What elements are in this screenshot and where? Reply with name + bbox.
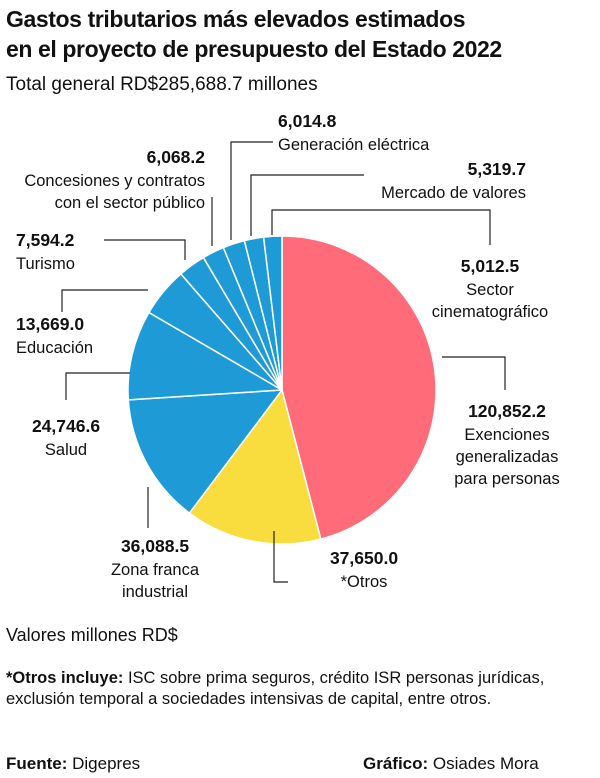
footnote: *Otros incluye: ISC sobre prima seguros,…: [6, 668, 586, 710]
slice-category-label: industrial: [122, 583, 188, 601]
slice-value-label: 7,594.2: [16, 230, 75, 250]
slice-category-label: con el sector público: [55, 194, 205, 212]
chart-title-line-1: Gastos tributarios más elevados estimado…: [6, 6, 466, 32]
chart-title-line-2: en el proyecto de presupuesto del Estado…: [6, 36, 502, 62]
graphic-credit: Gráfico: Osiades Mora: [363, 754, 539, 774]
pie-chart: 120,852.2 Exenciones generalizadas para per…: [16, 111, 560, 601]
pie-slice: [127, 389, 283, 514]
slice-category-label: *Otros: [341, 573, 388, 591]
slice-value-label: 120,852.2: [468, 401, 546, 421]
slice-category-label: Exenciones: [464, 426, 549, 444]
slice-category-label: Salud: [45, 441, 87, 459]
slice-category-label: Generación eléctrica: [278, 136, 430, 154]
slice-value-label: 24,746.6: [32, 416, 100, 436]
credit-label: Gráfico:: [363, 754, 429, 773]
slice-category-label: cinematográfico: [432, 303, 548, 321]
slice-value-label: 37,650.0: [330, 548, 398, 568]
slice-category-label: generalizadas: [456, 448, 559, 466]
slice-value-label: 6,014.8: [278, 111, 337, 131]
leader-line: [230, 141, 273, 240]
slice-value-label: 5,012.5: [461, 256, 520, 276]
slice-value-label: 13,669.0: [16, 314, 84, 334]
slice-value-label: 6,068.2: [147, 147, 206, 167]
leader-line: [442, 356, 506, 390]
leader-line: [104, 239, 186, 260]
leader-line: [65, 372, 130, 400]
pie-slice: [262, 235, 283, 391]
slice-category-label: Mercado de valores: [381, 184, 526, 202]
source-name: Digepres: [67, 754, 141, 773]
slice-category-label: Sector: [466, 281, 514, 299]
slice-category-label: Turismo: [16, 255, 75, 273]
slice-category-label: Educación: [16, 339, 93, 357]
leader-line: [250, 174, 364, 236]
slice-category-label: para personas: [454, 470, 560, 488]
footnote-text: ISC sobre prima seguros, crédito ISR per…: [6, 669, 545, 708]
slice-category-label: Zona franca: [111, 561, 200, 579]
leader-line: [273, 531, 288, 583]
source-label: Fuente:: [6, 754, 68, 773]
chart-subtitle: Total general RD$285,688.7 millones: [6, 74, 318, 95]
pie-slice: [188, 389, 322, 545]
leader-line: [271, 209, 491, 245]
slice-value-label: 36,088.5: [121, 536, 189, 556]
credit-name: Osiades Mora: [428, 754, 539, 773]
footnote-label: *Otros incluye:: [6, 669, 124, 687]
chart-title: Gastos tributarios más elevados estimado…: [6, 4, 596, 64]
pie-slice: [127, 311, 283, 401]
leader-line: [61, 289, 148, 312]
slice-value-label: 5,319.7: [468, 159, 526, 179]
source-credit: Fuente: Digepres: [6, 754, 140, 774]
pie-slice: [281, 235, 437, 540]
slice-category-label: Concesiones y contratos: [24, 172, 205, 190]
units-label: Valores millones RD$: [6, 625, 178, 645]
